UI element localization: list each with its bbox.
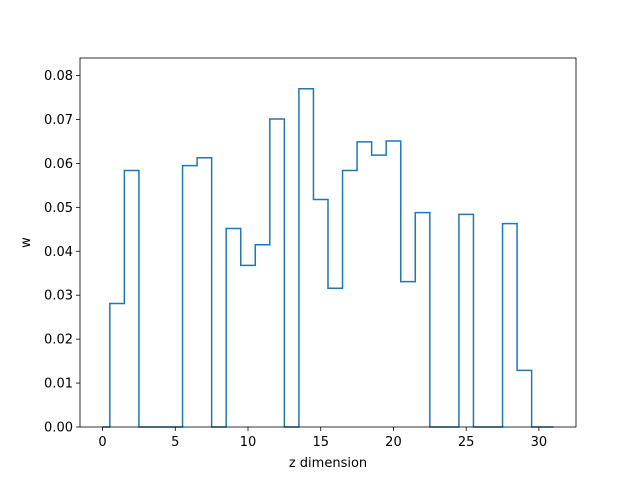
y-tick-label: 0.00 [44, 421, 73, 436]
axes-frame [79, 57, 577, 428]
x-tick-label: 0 [98, 435, 106, 450]
y-tick-label: 0.05 [44, 201, 73, 216]
x-tick-label: 5 [171, 435, 179, 450]
x-axis: 0 5 10 15 20 25 30 [98, 427, 547, 450]
x-tick-label: 30 [531, 435, 548, 450]
y-axis-label: w [19, 237, 34, 248]
x-tick-label: 20 [385, 435, 402, 450]
series-step-line [102, 88, 554, 428]
x-tick-label: 25 [458, 435, 475, 450]
y-tick-label: 0.08 [44, 69, 73, 84]
y-tick-label: 0.01 [44, 377, 73, 392]
y-tick-label: 0.02 [44, 333, 73, 348]
y-tick-label: 0.04 [44, 245, 73, 260]
y-axis: 0.00 0.01 0.02 0.03 0.04 0.05 0.06 0.07 0.08 [44, 69, 80, 436]
x-tick-label: 10 [240, 435, 257, 450]
x-tick-label: 15 [312, 435, 329, 450]
x-axis-label: z dimension [289, 456, 367, 471]
y-tick-label: 0.06 [44, 157, 73, 172]
y-tick-label: 0.03 [44, 289, 73, 304]
y-tick-label: 0.07 [44, 113, 73, 128]
